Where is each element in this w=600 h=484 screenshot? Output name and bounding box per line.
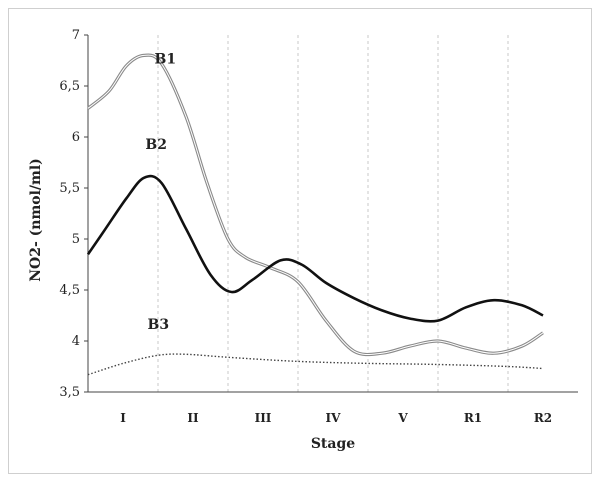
series-group	[86, 53, 544, 376]
x-tick-label: III	[255, 411, 272, 425]
x-axis-title: Stage	[311, 436, 355, 452]
axes: 3,544,555,566,57I II III IV V R1 R2	[59, 28, 578, 425]
y-tick-label: 5	[72, 232, 80, 247]
x-tick-label: V	[397, 411, 408, 425]
x-tick-label: II	[187, 411, 199, 425]
series-label-b2: B2	[145, 137, 167, 153]
y-tick-label: 5,5	[59, 181, 80, 196]
series-line-b1-inner	[87, 54, 544, 356]
y-axis-title: NO2- (nmol/ml)	[28, 158, 44, 282]
series-labels: B1 B2 B3	[145, 52, 176, 333]
series-line-b3	[87, 353, 544, 376]
series-label-b3: B3	[148, 317, 170, 333]
series-line-b2	[86, 174, 544, 323]
y-tick-label: 7	[72, 28, 80, 43]
x-tick-label: R2	[534, 411, 552, 425]
x-tick-label: I	[120, 411, 126, 425]
grid-lines	[157, 35, 509, 392]
x-tick-label: IV	[326, 411, 342, 425]
x-tick-label: R1	[464, 411, 482, 425]
series-line-b1	[86, 53, 544, 357]
y-tick-label: 6	[72, 130, 80, 145]
y-tick-label: 6,5	[59, 79, 80, 94]
y-tick-label: 4	[72, 334, 80, 349]
y-tick-label: 3,5	[59, 385, 80, 400]
chart-frame	[8, 8, 592, 474]
y-tick-label: 4,5	[59, 283, 80, 298]
series-label-b1: B1	[155, 52, 177, 68]
